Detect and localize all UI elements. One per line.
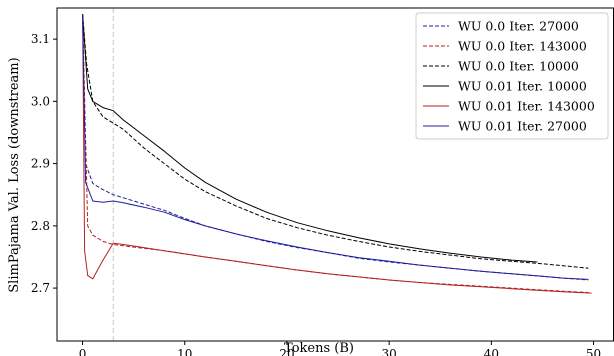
legend: WU 0.0 Iter. 27000 WU 0.0 Iter. 143000 WU …: [415, 12, 609, 140]
legend-entry: WU 0.01 Iter. 27000: [458, 119, 587, 134]
x-tick-label: 10: [177, 347, 192, 356]
legend-entry: WU 0.0 Iter. 10000: [458, 59, 579, 74]
x-tick-label: 20: [279, 347, 294, 356]
y-tick-label: 2.7: [31, 281, 50, 295]
x-tick-label: 40: [484, 347, 499, 356]
x-tick-label: 50: [586, 347, 601, 356]
legend-box: [415, 12, 609, 140]
series-line-6: [82, 14, 589, 280]
x-axis-label: Tokens (B): [284, 341, 354, 356]
y-tick-label: 2.8: [31, 219, 50, 233]
y-tick-label: 3.0: [31, 94, 50, 108]
plot-area: [56, 7, 614, 342]
x-axis: 0 10 20 30 40 50: [79, 341, 601, 356]
y-tick-label: 2.9: [31, 157, 50, 171]
x-tick-label: 0: [79, 347, 87, 356]
series-line-1: [82, 14, 589, 281]
y-axis-label: SlimPajama Val. Loss (downstream): [7, 57, 22, 292]
legend-entry: WU 0.01 Iter. 10000: [458, 79, 587, 94]
legend-entry: WU 0.0 Iter. 27000: [458, 19, 579, 34]
y-axis: 2.7 2.8 2.9 3.0 3.1: [31, 32, 57, 295]
legend-entry: WU 0.0 Iter. 143000: [458, 39, 587, 54]
x-tick-label: 30: [382, 347, 397, 356]
series-group: [82, 14, 592, 294]
legend-entry: WU 0.01 Iter. 143000: [458, 99, 595, 114]
series-line-5: [82, 14, 592, 294]
y-tick-label: 3.1: [31, 32, 50, 46]
series-line-3: [82, 14, 589, 269]
series-line-4: [82, 14, 538, 263]
